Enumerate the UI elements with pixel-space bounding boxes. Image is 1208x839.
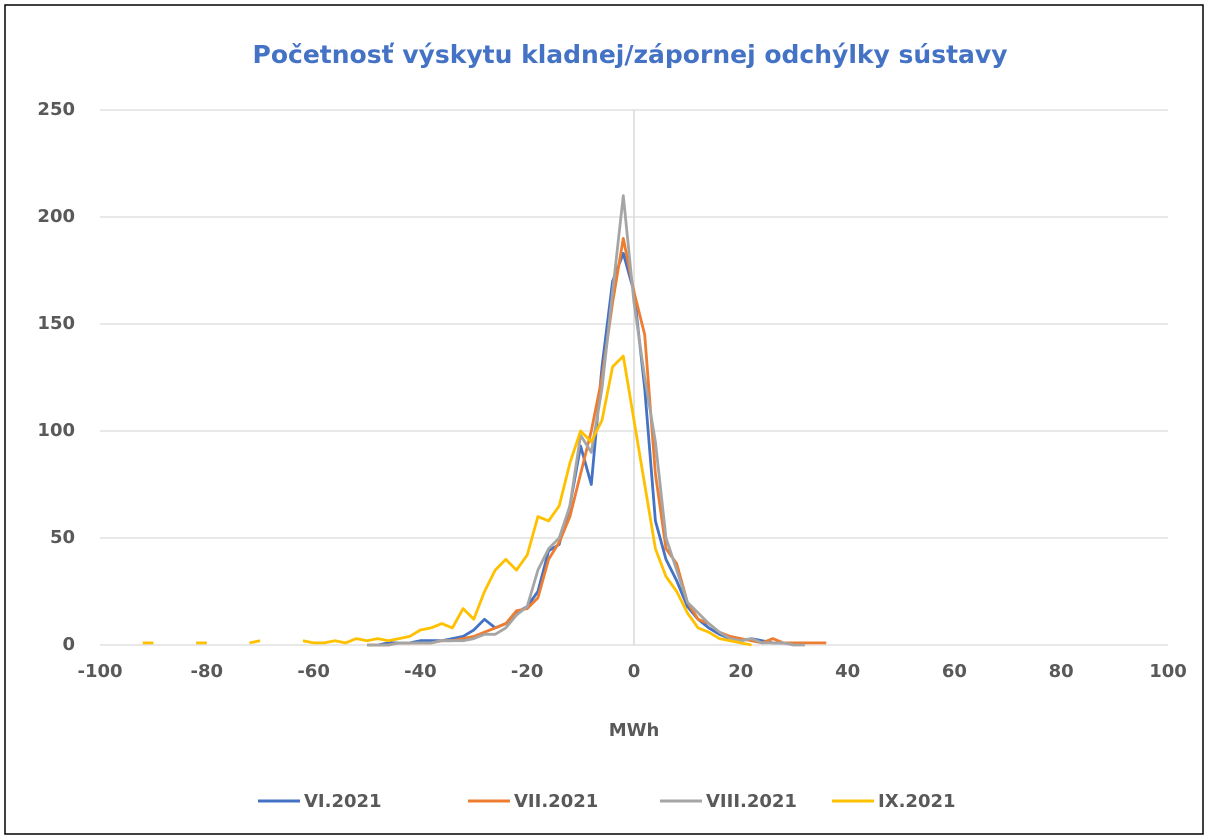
legend-label: IX.2021 xyxy=(878,791,956,812)
y-tick-label: 50 xyxy=(50,527,75,548)
x-tick-label: 80 xyxy=(1049,661,1074,682)
y-tick-label: 0 xyxy=(62,634,75,655)
x-tick-label: 0 xyxy=(628,661,641,682)
series-line xyxy=(142,354,752,647)
x-tick-label: -60 xyxy=(297,661,330,682)
chart-frame xyxy=(4,4,1204,835)
x-tick-label: -20 xyxy=(511,661,544,682)
x-tick-label: -100 xyxy=(77,661,122,682)
x-tick-label: 100 xyxy=(1149,661,1187,682)
x-axis-label: MWh xyxy=(609,720,660,741)
y-tick-label: 200 xyxy=(37,206,75,227)
x-tick-label: 40 xyxy=(835,661,860,682)
legend-label: VIII.2021 xyxy=(706,791,797,812)
x-tick-label: 60 xyxy=(942,661,967,682)
y-tick-label: 150 xyxy=(37,313,75,334)
x-tick-label: -80 xyxy=(191,661,224,682)
x-tick-label: -40 xyxy=(404,661,437,682)
chart-title: Početnosť výskytu kladnej/zápornej odchý… xyxy=(253,40,1008,69)
y-tick-label: 250 xyxy=(37,99,75,120)
x-tick-label: 20 xyxy=(728,661,753,682)
legend-label: VII.2021 xyxy=(514,791,598,812)
y-tick-label: 100 xyxy=(37,420,75,441)
legend-label: VI.2021 xyxy=(304,791,382,812)
series-line xyxy=(367,194,805,647)
